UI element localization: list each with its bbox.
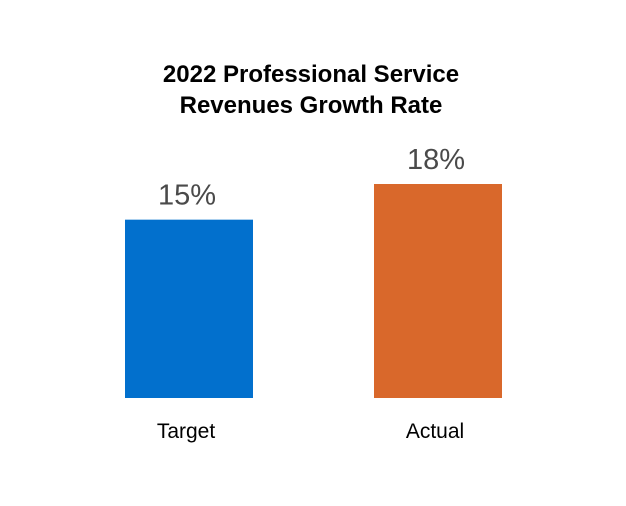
chart-title-line-2: Revenues Growth Rate — [180, 92, 443, 119]
value-label-actual: 18% — [407, 144, 465, 176]
chart-title-line-1: 2022 Professional Service — [163, 61, 459, 88]
bar-target — [125, 219, 253, 398]
bar-actual — [374, 184, 502, 398]
category-label-target: Target — [157, 420, 216, 443]
value-label-target: 15% — [158, 180, 216, 212]
category-label-actual: Actual — [406, 420, 464, 443]
